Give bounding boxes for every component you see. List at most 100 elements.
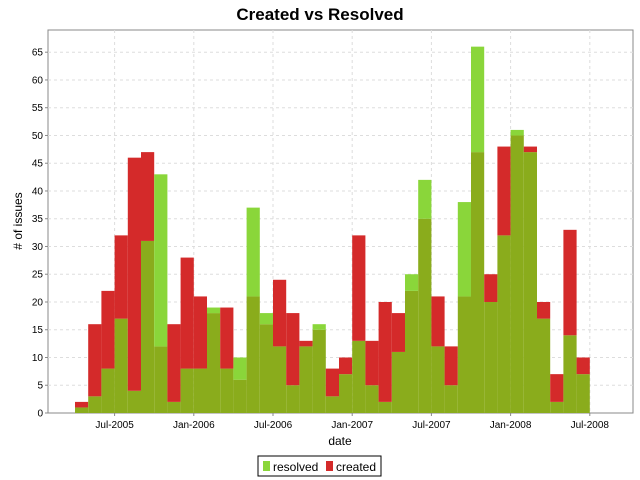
bar-resolved (471, 46, 485, 153)
bar-resolved (233, 357, 247, 380)
bar-overlap (405, 290, 419, 413)
bar-created (563, 229, 577, 336)
x-tick-label: Jul-2007 (412, 420, 451, 431)
bar-created (391, 313, 405, 352)
bar-overlap (207, 313, 221, 413)
y-tick-label: 15 (32, 325, 44, 336)
bar-resolved (207, 307, 221, 314)
bar-created (537, 301, 551, 319)
bar-overlap (365, 385, 379, 413)
bar-created (378, 301, 392, 402)
y-tick-label: 60 (32, 75, 44, 86)
bar-overlap (378, 401, 392, 413)
bar-created (88, 324, 102, 397)
bar-overlap (180, 368, 194, 413)
bar-overlap (220, 368, 234, 413)
x-axis-label: date (328, 434, 352, 448)
bar-created (352, 235, 366, 341)
bar-created (193, 296, 207, 369)
bar-created (325, 368, 339, 397)
bar-overlap (537, 318, 551, 413)
bar-overlap (497, 235, 511, 413)
chart-title: Created vs Resolved (236, 5, 403, 24)
y-axis-label: # of issues (11, 192, 25, 249)
bar-resolved (510, 129, 524, 136)
bar-overlap (563, 335, 577, 413)
bar-overlap (75, 407, 89, 413)
bar-overlap (523, 152, 537, 413)
x-tick-label: Jul-2008 (571, 420, 610, 431)
legend-label-resolved: resolved (273, 460, 318, 474)
bar-created (365, 340, 379, 386)
bar-created (75, 401, 89, 408)
bar-overlap (550, 401, 564, 413)
bar-overlap (299, 346, 313, 413)
bar-overlap (418, 218, 432, 413)
bar-created (576, 357, 590, 375)
x-tick-label: Jul-2005 (95, 420, 134, 431)
bar-overlap (391, 351, 405, 413)
y-tick-label: 50 (32, 131, 44, 142)
y-tick-label: 65 (32, 48, 44, 59)
bar-created (339, 357, 353, 375)
bar-created (180, 257, 194, 369)
bar-overlap (339, 374, 353, 413)
bar-resolved (418, 179, 432, 219)
y-tick-label: 55 (32, 103, 44, 114)
bar-resolved (405, 274, 419, 291)
bar-overlap (471, 152, 485, 413)
x-tick-label: Jan-2007 (331, 420, 373, 431)
bar-overlap (273, 346, 287, 413)
y-tick-label: 30 (32, 242, 44, 253)
bar-created (484, 274, 498, 302)
x-tick-label: Jan-2006 (173, 420, 215, 431)
y-axis-ticks: 0 5 10 15 20 25 30 35 40 45 50 55 60 65 (32, 48, 48, 420)
bar-overlap (576, 374, 590, 413)
bar-overlap (193, 368, 207, 413)
bar-created (550, 374, 564, 402)
bar-overlap (457, 296, 471, 413)
bars (75, 46, 590, 413)
y-tick-label: 20 (32, 297, 44, 308)
x-tick-label: Jul-2006 (254, 420, 293, 431)
bar-overlap (246, 296, 260, 413)
bar-overlap (154, 346, 168, 413)
bar-created (523, 146, 537, 153)
bar-created (127, 157, 141, 391)
legend-swatch-created (326, 461, 333, 471)
legend: resolved created (257, 455, 382, 477)
bar-resolved (154, 174, 168, 347)
bar-overlap (484, 301, 498, 413)
bar-created (101, 290, 115, 369)
y-tick-label: 25 (32, 270, 44, 281)
y-tick-label: 10 (32, 353, 44, 364)
bar-overlap (312, 329, 326, 413)
legend-box (257, 455, 382, 477)
y-tick-label: 40 (32, 186, 44, 197)
bar-created (273, 279, 287, 347)
bar-created (286, 313, 300, 386)
bar-overlap (114, 318, 128, 413)
y-tick-label: 5 (37, 381, 43, 392)
legend-swatch-resolved (263, 461, 270, 471)
bar-created (167, 324, 181, 402)
legend-label-created: created (336, 460, 376, 474)
bar-overlap (127, 390, 141, 413)
bar-overlap (141, 240, 155, 413)
y-tick-label: 0 (37, 409, 43, 420)
bar-overlap (167, 401, 181, 413)
bar-overlap (325, 396, 339, 413)
bar-created (114, 235, 128, 319)
bar-created (444, 346, 458, 386)
bar-overlap (233, 379, 247, 413)
bar-resolved (246, 207, 260, 297)
bar-overlap (259, 324, 273, 413)
y-tick-label: 45 (32, 159, 44, 170)
bar-created (299, 340, 313, 347)
bar-resolved (312, 324, 326, 330)
bar-overlap (444, 385, 458, 413)
bar-created (220, 307, 234, 369)
bar-resolved (457, 202, 471, 297)
x-tick-label: Jan-2008 (490, 420, 532, 431)
